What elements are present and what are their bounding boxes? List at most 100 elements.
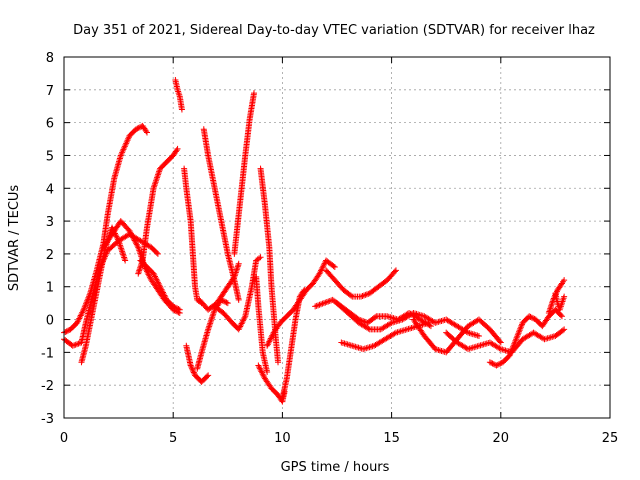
data-point [128, 232, 135, 239]
data-point [83, 299, 90, 306]
data-point [69, 342, 76, 349]
data-point [206, 323, 213, 330]
data-point [121, 254, 128, 261]
data-point [154, 173, 161, 180]
data-point [222, 298, 229, 305]
data-point [122, 257, 129, 264]
data-point [75, 340, 82, 347]
data-point [516, 328, 523, 335]
data-point [313, 302, 320, 309]
data-point [155, 171, 162, 178]
data-point [513, 336, 520, 343]
data-point [256, 363, 263, 370]
data-point [121, 255, 128, 262]
data-point [259, 369, 266, 376]
data-point [209, 312, 216, 319]
y-tick-label: 1 [46, 281, 54, 296]
data-point [391, 268, 398, 275]
x-tick-label: 0 [60, 431, 68, 446]
data-point [127, 230, 134, 237]
data-point [514, 333, 521, 340]
data-point [133, 126, 140, 133]
data-point [514, 331, 521, 338]
data-point [513, 334, 520, 341]
data-point [189, 366, 196, 373]
y-tick-label: 2 [46, 248, 54, 263]
data-point [268, 334, 275, 341]
data-point [267, 335, 274, 342]
data-point [152, 180, 159, 187]
data-point [317, 301, 324, 308]
data-point [475, 332, 482, 339]
data-point [80, 306, 87, 313]
data-point [74, 341, 81, 348]
data-point [528, 314, 535, 321]
series-trace-28 [552, 290, 568, 313]
data-point [312, 303, 319, 310]
data-point [510, 342, 517, 349]
series-trace-15 [253, 273, 271, 376]
data-point [153, 177, 160, 184]
data-point [558, 313, 565, 320]
y-tick-label: 3 [46, 215, 54, 230]
data-point [488, 359, 495, 366]
data-point [120, 251, 127, 258]
series-trace-23 [338, 319, 432, 353]
data-point [486, 359, 493, 366]
series-trace-12 [196, 260, 242, 313]
data-point [507, 349, 514, 356]
data-point [205, 324, 212, 331]
data-point [372, 314, 379, 321]
data-point [561, 277, 568, 284]
series-trace-11 [200, 126, 242, 303]
series-trace-14 [211, 254, 264, 333]
data-point [127, 229, 134, 236]
data-point [83, 300, 90, 307]
data-point [230, 275, 237, 282]
data-point [81, 305, 88, 312]
data-point [256, 365, 263, 372]
data-point [561, 293, 568, 300]
series-trace-1 [61, 122, 150, 336]
data-point [208, 317, 215, 324]
data-point [320, 300, 327, 307]
data-point [425, 319, 432, 326]
data-point [175, 306, 182, 313]
data-point [363, 291, 370, 298]
data-point [188, 363, 195, 370]
data-point [173, 147, 180, 154]
data-point [81, 303, 88, 310]
series-trace-18 [279, 287, 308, 402]
data-point [152, 274, 159, 281]
data-point [315, 302, 322, 309]
data-point [143, 129, 150, 136]
data-point [171, 304, 178, 311]
data-point [497, 339, 504, 346]
data-point [143, 128, 150, 135]
data-point [325, 298, 332, 305]
series-trace-20 [323, 267, 399, 300]
series-trace-22 [334, 300, 482, 339]
data-point [160, 291, 167, 298]
x-tick-label: 20 [493, 431, 510, 446]
data-point [240, 316, 247, 323]
y-tick-label: 7 [46, 84, 54, 99]
data-point [360, 292, 367, 299]
data-point [240, 317, 247, 324]
data-point [239, 319, 246, 326]
data-point [260, 372, 267, 379]
data-point [134, 242, 141, 249]
data-point [264, 341, 271, 348]
data-point [190, 368, 197, 375]
data-point [174, 305, 181, 312]
data-traces [61, 76, 568, 405]
data-point [135, 124, 142, 131]
data-point [126, 227, 133, 234]
y-tick-label: 4 [46, 182, 54, 197]
data-point [362, 291, 369, 298]
data-point [130, 236, 137, 243]
data-point [146, 272, 153, 279]
data-point [236, 324, 243, 331]
data-point [331, 264, 338, 271]
data-point [490, 361, 497, 368]
